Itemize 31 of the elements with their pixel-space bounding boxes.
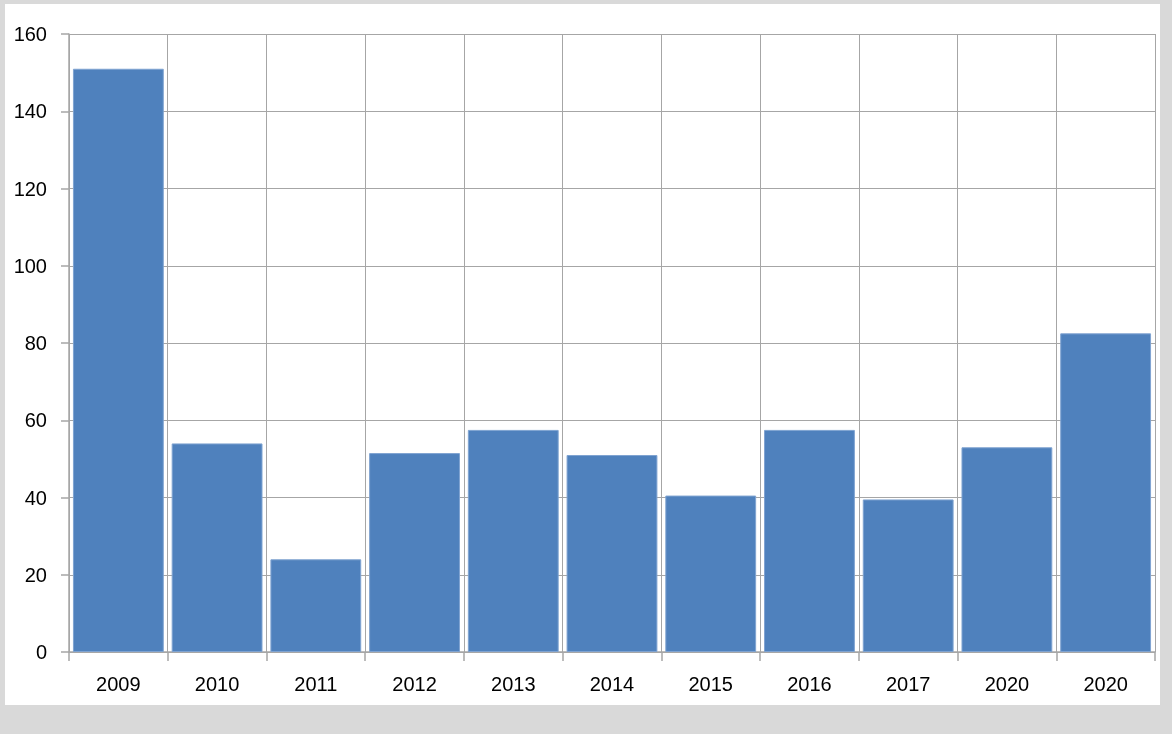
bar — [665, 495, 757, 652]
x-tick-label: 2010 — [194, 673, 240, 695]
y-tick-label: 40 — [24, 486, 47, 509]
bar — [369, 453, 460, 652]
bar — [270, 559, 362, 652]
y-tick-label: 120 — [13, 177, 47, 200]
bar — [961, 447, 1053, 652]
bar — [467, 429, 559, 652]
x-tick-label: 2020 — [984, 673, 1030, 695]
bar — [1060, 333, 1152, 652]
bar — [862, 499, 954, 652]
bar — [764, 429, 855, 652]
x-tick-label: 2017 — [885, 673, 931, 695]
x-tick-label: 2015 — [688, 673, 733, 695]
y-tick-label: 60 — [24, 409, 47, 432]
bar — [171, 443, 263, 652]
x-tick-label: 2016 — [787, 673, 832, 695]
bar — [566, 455, 658, 652]
x-tick-label: 2009 — [96, 673, 141, 695]
bar — [72, 68, 164, 652]
x-tick-label: 2014 — [589, 673, 635, 695]
y-tick-label: 80 — [24, 332, 47, 354]
x-tick-label: 2011 — [294, 673, 338, 695]
y-tick-label: 100 — [13, 254, 47, 277]
y-tick-label: 160 — [13, 23, 47, 45]
y-tick-label: 20 — [24, 563, 47, 586]
x-tick-label: 2020 — [1083, 673, 1128, 695]
x-tick-label: 2012 — [392, 673, 437, 695]
x-tick-label: 2013 — [491, 673, 536, 695]
y-tick-label: 140 — [13, 100, 47, 123]
y-tick-label: 0 — [35, 641, 47, 663]
